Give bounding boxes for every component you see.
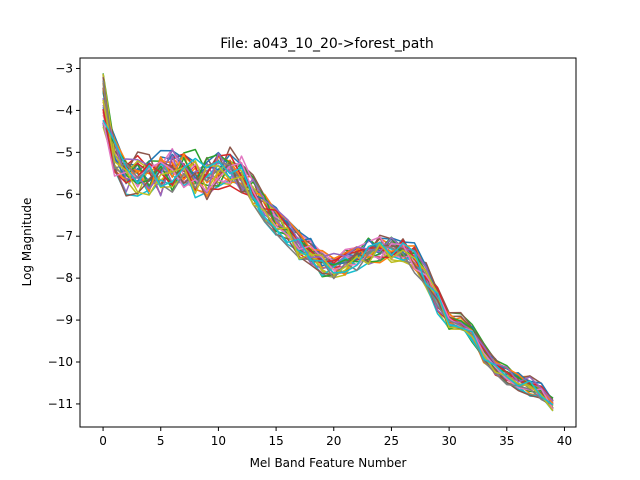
x-tick-label: 0: [99, 434, 107, 448]
y-tick-label: −6: [55, 187, 73, 201]
series-line: [102, 104, 554, 402]
x-tick-label: 30: [441, 434, 456, 448]
x-axis-label: Mel Band Feature Number: [250, 456, 407, 470]
x-tick-label: 40: [557, 434, 572, 448]
chart-title: File: a043_10_20->forest_path: [220, 36, 433, 52]
y-tick-label: −4: [55, 103, 73, 117]
y-axis: −3 −4 −5 −6 −7 −8 −9 −10 −11: [48, 61, 80, 411]
plot-lines: [102, 73, 554, 412]
x-tick-label: 5: [157, 434, 165, 448]
x-tick-label: 20: [326, 434, 341, 448]
x-tick-label: 25: [384, 434, 399, 448]
y-tick-label: −8: [55, 271, 73, 285]
y-axis-label: Log Magnitude: [20, 198, 34, 287]
plot-frame: [79, 57, 577, 428]
x-tick-label: 10: [211, 434, 226, 448]
y-tick-label: −9: [55, 313, 73, 327]
y-tick-label: −7: [55, 229, 73, 243]
y-tick-label: −3: [55, 61, 73, 75]
series-line: [102, 80, 554, 406]
x-axis: 0 5 10 15 20 25 30 35 40: [99, 427, 572, 448]
y-tick-label: −11: [48, 397, 73, 411]
series-line: [102, 119, 554, 406]
y-tick-label: −5: [55, 145, 73, 159]
x-tick-label: 15: [268, 434, 283, 448]
x-tick-label: 35: [499, 434, 514, 448]
series-line: [102, 73, 554, 407]
y-tick-label: −10: [48, 355, 73, 369]
